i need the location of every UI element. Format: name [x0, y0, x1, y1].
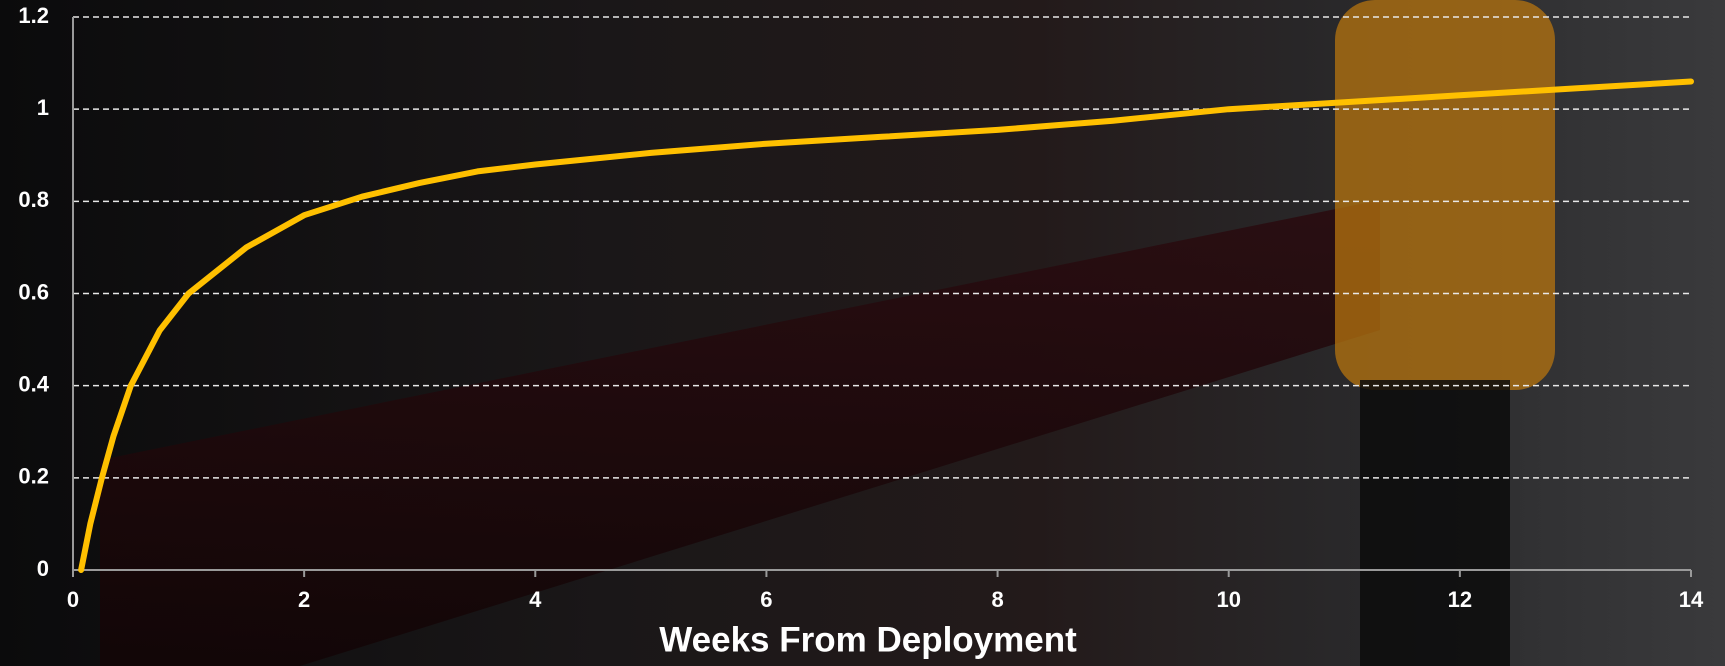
x-axis-title: Weeks From Deployment	[659, 620, 1077, 659]
background-figure-legs	[1360, 380, 1510, 666]
y-tick-label: 0	[37, 556, 49, 581]
y-tick-label: 0.4	[18, 371, 49, 396]
y-tick-label: 0.6	[18, 279, 49, 304]
page: {"chart_data": { "type": "line", "x_labe…	[0, 0, 1725, 666]
y-tick-label: 1	[37, 95, 49, 120]
x-tick-label: 10	[1216, 587, 1240, 612]
y-tick-label: 0.2	[18, 464, 49, 489]
x-tick-label: 8	[991, 587, 1003, 612]
x-tick-label: 0	[67, 587, 79, 612]
chart: Weeks From Deployment 0 0.2 0.4 0.6 0.8 1 1.2 0…	[0, 0, 1725, 666]
x-tick-label: 4	[529, 587, 542, 612]
y-tick-label: 0.8	[18, 187, 49, 212]
x-tick-label: 2	[298, 587, 310, 612]
y-tick-label: 1.2	[18, 3, 49, 28]
x-tick-label: 12	[1448, 587, 1472, 612]
x-tick-label: 6	[760, 587, 772, 612]
x-tick-label: 14	[1679, 587, 1704, 612]
background-figure	[1335, 0, 1555, 390]
